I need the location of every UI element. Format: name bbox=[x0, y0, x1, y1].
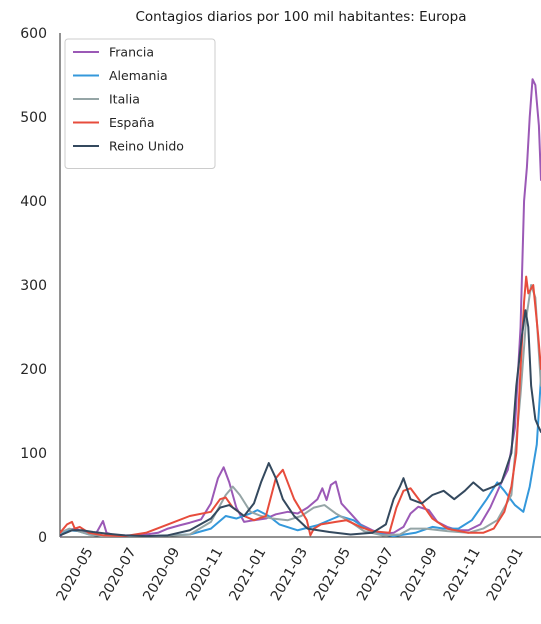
y-tick-label: 100 bbox=[20, 446, 47, 462]
y-tick-label: 0 bbox=[38, 530, 47, 546]
x-tick-label: 2021-11 bbox=[441, 545, 484, 604]
x-tick-label: 2020-07 bbox=[97, 545, 140, 604]
y-tick-label: 200 bbox=[20, 362, 47, 378]
series-line-italia bbox=[60, 284, 541, 537]
chart-title: Contagios diarios por 100 mil habitantes… bbox=[135, 9, 466, 25]
legend-label: Alemania bbox=[109, 68, 168, 83]
x-tick-label: 2021-05 bbox=[311, 545, 354, 604]
x-tick-label: 2021-09 bbox=[398, 545, 441, 604]
legend: Francia Alemania Italia España Reino Unido bbox=[64, 38, 216, 169]
y-tick-label: 400 bbox=[20, 194, 47, 210]
x-tick-label: 2020-11 bbox=[183, 545, 226, 604]
x-tick-label: 2021-07 bbox=[354, 545, 397, 604]
y-tick-label: 600 bbox=[20, 26, 47, 42]
series-line-españa bbox=[60, 275, 541, 537]
series-line-reino-unido bbox=[60, 309, 541, 537]
x-tick-label: 2021-03 bbox=[268, 545, 311, 604]
series-lines bbox=[60, 78, 541, 537]
legend-label: Italia bbox=[109, 92, 140, 107]
x-tick-label: 2020-05 bbox=[54, 545, 97, 604]
legend-label: Francia bbox=[109, 45, 154, 60]
x-tick-label: 2022-01 bbox=[484, 545, 527, 604]
x-tick-label: 2021-01 bbox=[226, 545, 269, 604]
legend-label: Reino Unido bbox=[109, 139, 184, 154]
x-tick-label: 2020-09 bbox=[140, 545, 183, 604]
legend-frame bbox=[64, 38, 216, 169]
y-tick-label: 300 bbox=[20, 278, 47, 294]
legend-label: España bbox=[109, 115, 155, 130]
y-tick-label: 500 bbox=[20, 110, 47, 126]
